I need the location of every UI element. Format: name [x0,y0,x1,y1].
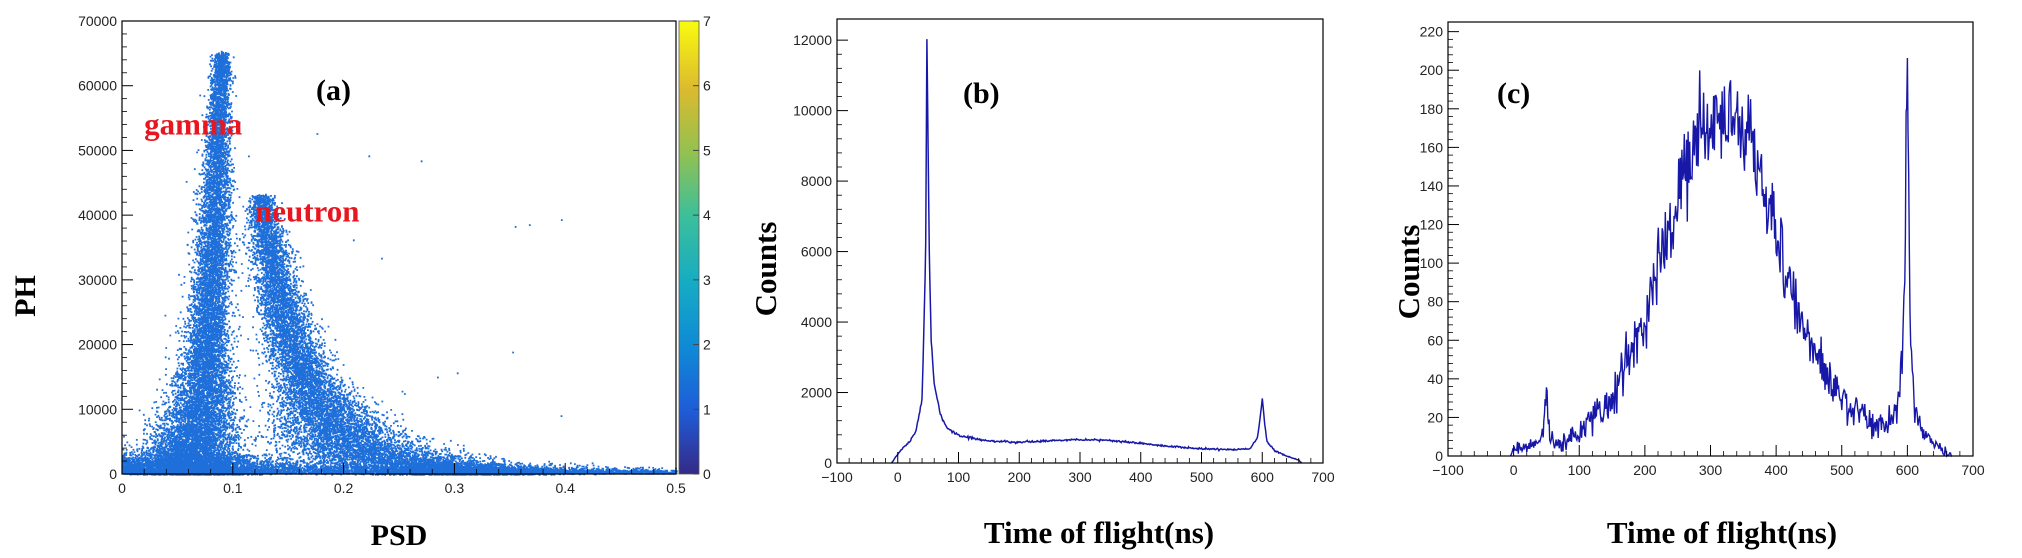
panel-c-series-line [1509,57,1952,458]
panel-b-histogram: −100 0 100 200 300 400 500 600 700 0200040006000… [748,18,1335,550]
panel-a-x-tick-label: 0 [118,480,126,496]
panel-b-x-ticks: −100 0 100 200 300 400 500 600 700 [821,452,1335,485]
panel-a-y-tick-label: 40000 [78,207,117,223]
panel-a-y-tick-label: 60000 [78,78,117,94]
panel-b-x-tick-label: 0 [894,469,902,485]
colorbar-tick-label: 6 [703,78,711,94]
panel-a-x-ticks: 0 0.1 0.2 0.3 0.4 0.5 [118,463,686,496]
panel-b-frame [836,18,1324,464]
colorbar-tick-label: 4 [703,207,711,223]
panel-c-x-tick-label: 0 [1510,462,1518,478]
panel-b-y-tick-label: 2000 [801,385,832,401]
panel-c-y-tick-label: 160 [1420,139,1444,155]
panel-a-y-tick-label: 10000 [78,401,117,417]
colorbar-tick-label: 2 [703,337,711,353]
colorbar-tick-label: 7 [703,13,711,29]
panel-a-y-tick-label: 30000 [78,272,117,288]
panel-c-y-tick-label: 0 [1435,448,1443,464]
panel-b-x-tick-label: 300 [1068,469,1092,485]
panel-b-y-tick-label: 8000 [801,173,832,189]
panel-a-x-tick-label: 0.2 [334,480,354,496]
panel-c-y-tick-label: 20 [1427,409,1443,425]
panel-c-y-tick-label: 80 [1427,294,1443,310]
panel-a-x-tick-label: 0.4 [555,480,575,496]
panel-b-y-tick-label: 4000 [801,314,832,330]
panel-a-y-tick-label: 0 [109,466,117,482]
panel-b-y-tick-label: 12000 [793,32,832,48]
panel-a-y-tick-label: 70000 [78,13,117,29]
panel-c-x-tick-label: 200 [1633,462,1657,478]
panel-c-y-tick-label: 200 [1420,62,1444,78]
panel-c-x-tick-label: 300 [1699,462,1723,478]
panel-a-frame [121,20,677,475]
panel-c-x-tick-label: 100 [1568,462,1592,478]
panel-a-x-tick-label: 0.1 [223,480,243,496]
panel-b-series-line [891,39,1303,464]
panel-b-label: (b) [963,77,1000,110]
panel-a-x-tick-label: 0.5 [666,480,686,496]
panel-a-y-axis-title: PH [9,275,42,317]
panel-c-y-tick-label: 40 [1427,371,1443,387]
panel-c-y-ticks: 0 20 40 60 80 100 120 140 160 180 200 220 [1420,24,1459,464]
panel-c-y-tick-label: 220 [1420,24,1444,40]
colorbar-tick-label: 1 [703,401,711,417]
panel-c-y-tick-label: 100 [1420,255,1444,271]
panel-c-x-axis-title: Time of flight(ns) [1607,515,1837,550]
panel-c-x-ticks: −100 0 100 200 300 400 500 600 700 [1432,445,1985,478]
panel-b-x-tick-label: 100 [947,469,971,485]
colorbar-tick-label: 0 [703,466,711,482]
panel-b-y-tick-label: 10000 [793,103,832,119]
colorbar-tick-label: 3 [703,272,711,288]
panel-b-x-tick-label: 700 [1311,469,1335,485]
panel-b-x-tick-label: 500 [1190,469,1214,485]
panel-b-y-tick-label: 0 [824,455,832,471]
panel-c-x-tick-label: 600 [1896,462,1920,478]
panel-a-scatter: 0 0.1 0.2 0.3 0.4 0.5 01000020000300004000050… [9,13,711,552]
panel-c-histogram: −100 0 100 200 300 400 500 600 700 0204060801001… [1391,21,1985,550]
panel-c-x-tick-label: −100 [1432,462,1464,478]
panel-a-y-tick-label: 50000 [78,142,117,158]
colorbar-tick-label: 5 [703,142,711,158]
panel-c-x-tick-label: 400 [1764,462,1788,478]
panel-c-y-axis-title: Counts [1391,225,1426,320]
panel-c-x-tick-label: 700 [1961,462,1985,478]
panel-c-y-tick-label: 120 [1420,217,1444,233]
panel-b-y-axis-title: Counts [748,222,783,317]
panel-a-label: (a) [316,74,351,107]
panel-c-label: (c) [1497,77,1530,110]
panel-c-y-tick-label: 60 [1427,332,1443,348]
panel-b-x-tick-label: 600 [1251,469,1275,485]
panel-b-y-ticks: 0 2000 4000 6000 8000 10000 12000 [793,32,848,471]
panel-b-x-axis-title: Time of flight(ns) [984,515,1214,550]
annotation-neutron: neutron [255,194,360,229]
panel-c-y-tick-label: 180 [1420,101,1444,117]
panel-a-y-ticks: 0 10000 20000 30000 40000 50000 60000 70000 [78,13,133,482]
panel-b-x-tick-label: 400 [1129,469,1153,485]
colorbar [678,20,700,475]
panel-c-x-tick-label: 500 [1830,462,1854,478]
colorbar-ticks: 0 1 2 3 4 5 6 7 [693,13,711,482]
panel-b-x-tick-label: 200 [1008,469,1032,485]
panel-c-y-tick-label: 140 [1420,178,1444,194]
panel-a-y-tick-label: 20000 [78,337,117,353]
panel-b-x-tick-label: −100 [821,469,853,485]
panel-a-x-axis-title: PSD [371,519,428,552]
annotation-gamma: gamma [144,106,243,141]
panel-b-y-tick-label: 6000 [801,244,832,260]
panel-a-x-tick-label: 0.3 [445,480,465,496]
